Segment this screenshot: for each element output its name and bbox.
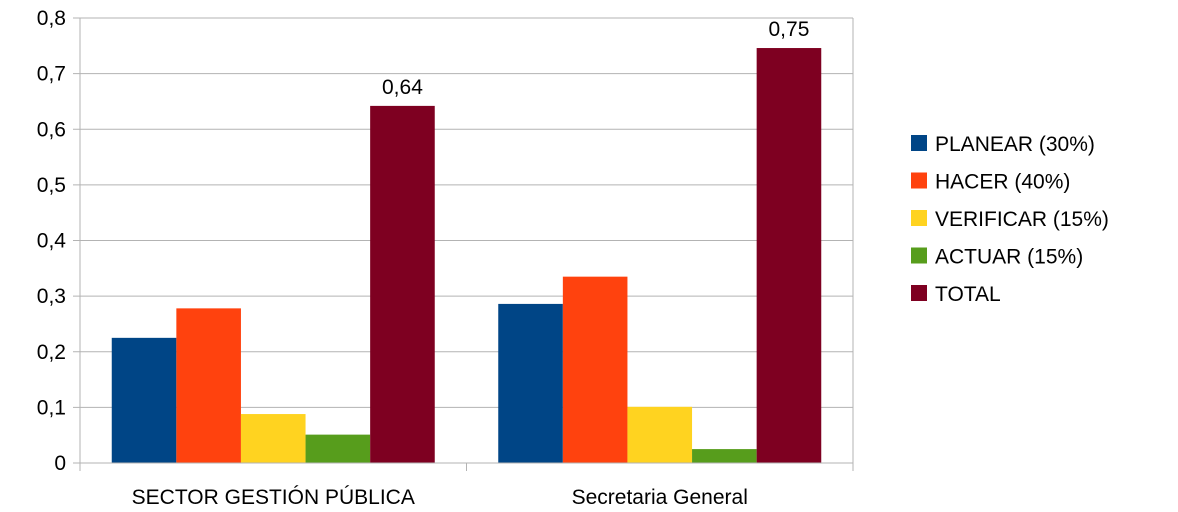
legend-label: ACTUAR (15%) [935, 246, 1083, 269]
y-tick-label: 0,6 [37, 118, 66, 141]
y-tick-label: 0,7 [37, 63, 66, 86]
data-label: 0,75 [769, 18, 810, 41]
bar [627, 406, 693, 463]
legend-label: TOTAL [935, 283, 1001, 306]
data-labels: 0,64 0,75 [382, 18, 809, 99]
x-axis: SECTOR GESTIÓN PÚBLICA Secretaria General [73, 462, 854, 509]
x-tick-label: SECTOR GESTIÓN PÚBLICA [132, 486, 415, 509]
bar [176, 308, 241, 463]
bar [692, 449, 757, 463]
legend-swatch [911, 285, 927, 301]
y-tick-label: 0 [54, 452, 66, 475]
y-tick-label: 0,8 [37, 7, 66, 30]
bar [240, 414, 306, 463]
legend-swatch [911, 247, 927, 264]
y-tick-label: 0,5 [37, 174, 66, 197]
legend-label: VERIFICAR (15%) [935, 208, 1109, 231]
legend: PLANEAR (30%) HACER (40%) VERIFICAR (15%) A… [911, 133, 1109, 306]
x-tick-label: Secretaria General [572, 486, 748, 509]
bar [498, 303, 563, 463]
y-tick-label: 0,1 [37, 396, 66, 419]
legend-swatch [911, 210, 927, 226]
data-label: 0,64 [382, 76, 423, 99]
y-axis: 0 0,1 0,2 0,3 0,4 0,5 0,6 0,7 0,8 [37, 7, 80, 475]
legend-swatch [911, 135, 927, 151]
bar [305, 434, 371, 463]
y-tick-label: 0,3 [37, 285, 66, 308]
legend-swatch [911, 172, 927, 189]
bar [756, 48, 822, 463]
legend-label: HACER (40%) [935, 171, 1070, 194]
legend-label: PLANEAR (30%) [935, 133, 1095, 156]
bar [562, 276, 628, 463]
y-tick-label: 0,2 [37, 341, 66, 364]
bars [111, 48, 822, 463]
bar [111, 337, 177, 463]
bar [370, 105, 435, 463]
y-tick-label: 0,4 [37, 230, 67, 253]
